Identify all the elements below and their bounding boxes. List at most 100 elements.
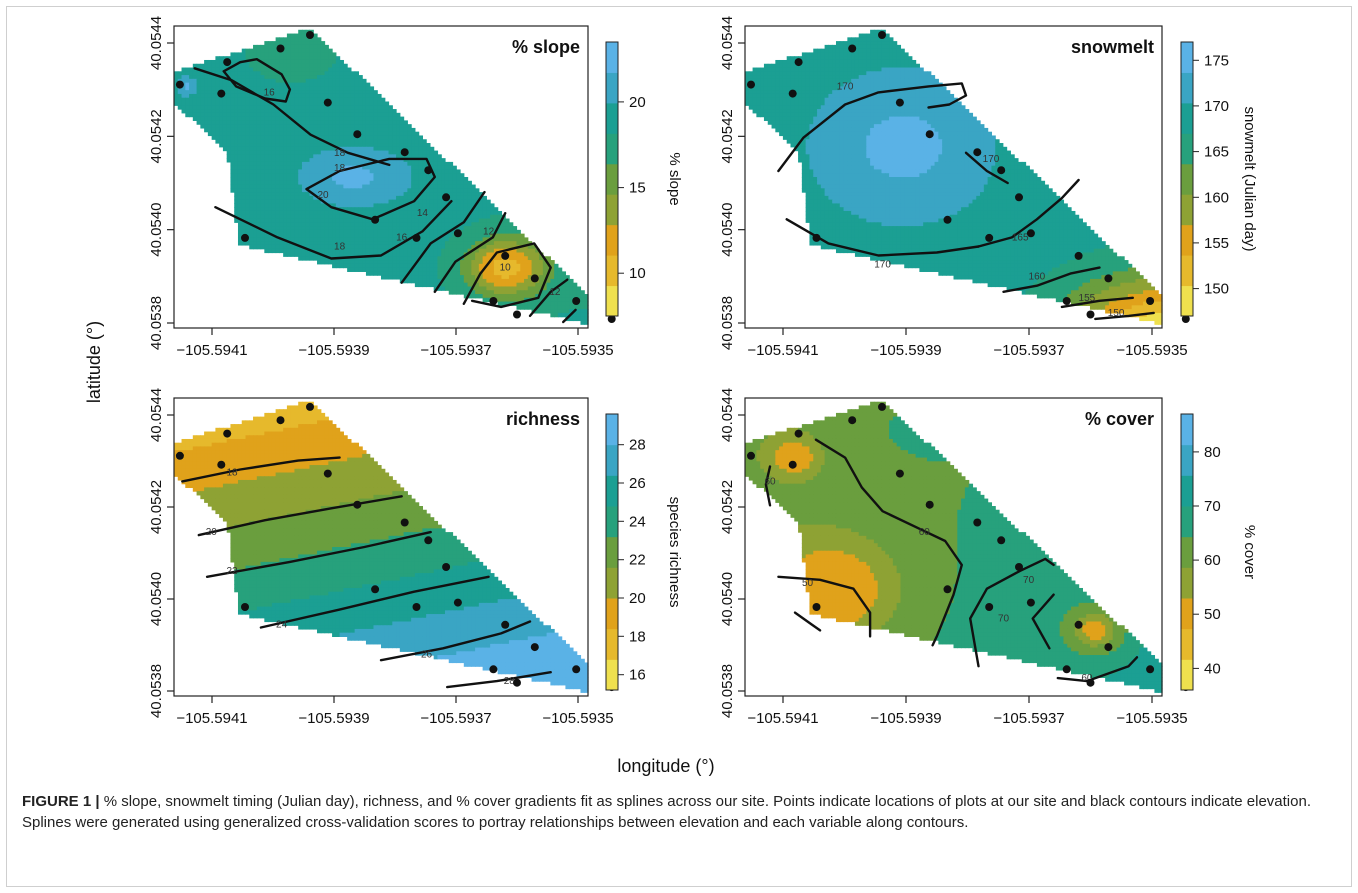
raster-cell xyxy=(490,214,495,220)
raster-cell xyxy=(396,131,401,137)
raster-cell xyxy=(294,248,299,254)
raster-cell xyxy=(919,109,924,114)
raster-cell xyxy=(873,105,879,110)
raster-cell xyxy=(926,78,932,84)
raster-cell xyxy=(275,146,280,152)
raster-cell xyxy=(441,199,446,205)
raster-cell xyxy=(539,305,544,310)
raster-cell xyxy=(824,82,829,88)
raster-cell xyxy=(294,210,299,216)
raster-cell xyxy=(392,135,397,140)
raster-cell xyxy=(237,143,243,148)
raster-cell xyxy=(294,90,299,95)
raster-cell xyxy=(298,75,303,80)
raster-cell xyxy=(317,244,322,250)
raster-cell xyxy=(508,263,514,269)
raster-cell xyxy=(426,203,431,208)
contour-label: 18 xyxy=(334,148,346,159)
raster-cell xyxy=(324,86,329,91)
raster-cell xyxy=(268,233,273,239)
raster-cell xyxy=(433,248,439,254)
raster-cell xyxy=(805,63,811,69)
raster-cell xyxy=(313,131,318,137)
raster-cell xyxy=(279,131,284,137)
raster-cell xyxy=(369,173,375,178)
raster-cell xyxy=(512,252,518,257)
raster-cell xyxy=(866,33,871,38)
colorbar-swatch xyxy=(606,42,618,73)
raster-cell xyxy=(305,248,311,254)
raster-cell xyxy=(508,290,514,295)
raster-cell xyxy=(343,135,348,140)
raster-cell xyxy=(211,86,216,91)
raster-cell xyxy=(885,37,890,42)
raster-cell xyxy=(388,139,393,144)
raster-cell xyxy=(286,169,292,174)
raster-cell xyxy=(324,161,329,167)
raster-cell xyxy=(429,173,435,178)
raster-cell xyxy=(249,101,254,106)
raster-cell xyxy=(801,93,807,99)
raster-cell xyxy=(283,154,288,159)
raster-cell xyxy=(313,256,318,261)
raster-cell xyxy=(309,63,314,69)
raster-cell xyxy=(320,256,326,261)
raster-cell xyxy=(426,143,431,148)
raster-cell xyxy=(358,105,363,110)
raster-cell xyxy=(256,229,262,235)
raster-cell xyxy=(271,41,277,46)
raster-cell xyxy=(301,101,307,106)
raster-cell xyxy=(196,105,201,110)
raster-cell xyxy=(881,67,886,72)
raster-cell xyxy=(748,90,754,95)
raster-cell xyxy=(317,71,322,76)
raster-cell xyxy=(332,260,337,265)
raster-cell xyxy=(478,192,484,197)
raster-cell xyxy=(520,297,525,303)
raster-cell xyxy=(204,71,209,76)
raster-cell xyxy=(471,260,476,265)
raster-cell xyxy=(230,112,235,118)
raster-cell xyxy=(256,207,262,212)
raster-cell xyxy=(192,78,198,84)
raster-cell xyxy=(324,214,329,220)
raster-cell xyxy=(452,271,457,276)
raster-cell xyxy=(448,214,454,220)
raster-cell xyxy=(241,199,247,205)
raster-cell xyxy=(752,101,757,106)
raster-cell xyxy=(222,56,228,61)
raster-cell xyxy=(422,192,427,197)
raster-cell xyxy=(373,195,378,201)
raster-cell xyxy=(181,78,186,84)
raster-cell xyxy=(396,165,401,171)
raster-cell xyxy=(429,203,435,208)
raster-cell xyxy=(253,48,258,54)
raster-cell xyxy=(320,210,326,216)
raster-cell xyxy=(309,67,314,72)
raster-cell xyxy=(230,56,235,61)
raster-cell xyxy=(384,260,390,265)
raster-cell xyxy=(271,124,277,129)
raster-cell xyxy=(215,78,220,84)
raster-cell xyxy=(414,158,420,163)
raster-cell xyxy=(839,44,845,50)
raster-cell xyxy=(313,210,318,216)
raster-cell xyxy=(215,101,220,106)
raster-cell xyxy=(317,169,322,174)
raster-cell xyxy=(870,48,875,54)
raster-cell xyxy=(362,143,367,148)
raster-cell xyxy=(320,195,326,201)
raster-cell xyxy=(471,203,476,208)
raster-cell xyxy=(354,203,360,208)
raster-cell xyxy=(881,105,886,110)
raster-cell xyxy=(234,67,239,72)
y-tick-label: 40.0544 xyxy=(148,16,165,70)
raster-cell xyxy=(260,139,265,144)
raster-cell xyxy=(354,267,360,272)
raster-cell xyxy=(805,56,811,61)
raster-cell xyxy=(505,241,510,246)
raster-cell xyxy=(245,199,250,205)
raster-cell xyxy=(275,127,280,133)
raster-cell xyxy=(858,48,864,54)
raster-cell xyxy=(290,78,296,84)
